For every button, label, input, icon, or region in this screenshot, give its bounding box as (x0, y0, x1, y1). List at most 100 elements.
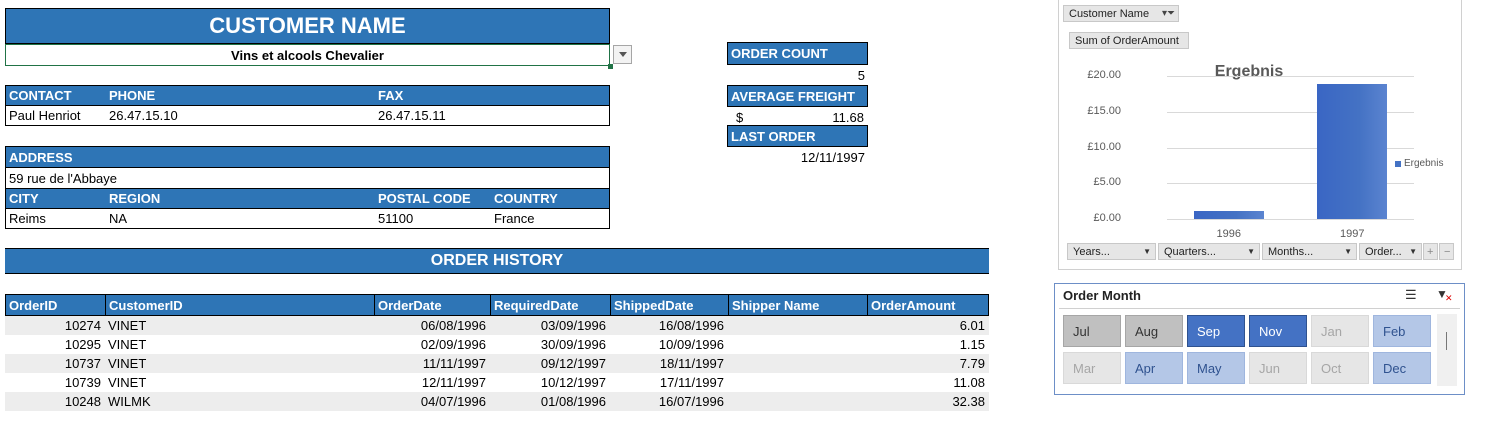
cell-orderdate: 11/11/1997 (422, 356, 486, 371)
cell-orderid: 10248 (64, 394, 101, 409)
slicer-item-feb[interactable]: Feb (1373, 315, 1431, 347)
slicer-item-may[interactable]: May (1187, 352, 1245, 384)
contact-header: CONTACT (9, 88, 72, 103)
country-value[interactable]: France (494, 211, 535, 226)
col-orderid[interactable]: OrderID (6, 295, 106, 315)
col-shippeddate[interactable]: ShippedDate (611, 295, 729, 315)
cell-requireddate: 10/12/1997 (540, 375, 606, 390)
slicer-item-nov[interactable]: Nov (1249, 315, 1307, 347)
postal-code-value[interactable]: 51100 (378, 211, 414, 226)
city-value[interactable]: Reims (9, 211, 46, 226)
slicer-item-apr[interactable]: Apr (1125, 352, 1183, 384)
slicer-scrollbar[interactable] (1437, 314, 1457, 386)
legend-label: Ergebnis (1404, 158, 1444, 169)
pivot-chart[interactable]: Customer Name ▾⏷ Sum of OrderAmount Erge… (1058, 0, 1462, 270)
y-tick-label: £5.00 (1093, 176, 1121, 189)
bar-1996[interactable] (1193, 210, 1264, 219)
plus-icon: + (1427, 245, 1434, 258)
axis-field-years[interactable]: Years... ▼ (1067, 243, 1156, 260)
cell-orderdate: 12/11/1997 (421, 375, 486, 390)
col-orderamount[interactable]: OrderAmount (871, 297, 956, 313)
value-field-button[interactable]: Sum of OrderAmount (1069, 32, 1189, 49)
fax-value[interactable]: 26.47.15.11 (378, 108, 446, 123)
slicer-item-mar[interactable]: Mar (1063, 352, 1121, 384)
contact-name[interactable]: Paul Henriot (9, 108, 81, 123)
axis-field-order[interactable]: Order... ▼ (1359, 243, 1422, 260)
order-month-slicer[interactable]: Order Month ☰ ▼ ✕ Jul Aug Sep Nov Jan Feb Mar Ap… (1054, 283, 1465, 395)
cell-customerid: VINET (108, 318, 147, 333)
axis-field-months[interactable]: Months... ▼ (1262, 243, 1357, 260)
slicer-item-sep[interactable]: Sep (1187, 315, 1245, 347)
table-row[interactable]: 10295 VINET 02/09/1996 30/09/1996 10/09/… (5, 335, 989, 354)
x-tick-label: 1997 (1340, 228, 1365, 240)
customer-name-filter-button[interactable]: Customer Name ▾⏷ (1063, 5, 1179, 22)
col-shippername[interactable]: Shipper Name (729, 295, 868, 315)
table-row[interactable]: 10737 VINET 11/11/1997 09/12/1997 18/11/… (5, 354, 989, 373)
bar-1997[interactable] (1317, 84, 1388, 219)
table-row[interactable]: 10739 VINET 12/11/1997 10/12/1997 17/11/… (5, 373, 989, 392)
axis-field-order-label: Order... (1365, 245, 1402, 258)
cell-orderamount: 1.15 (959, 337, 985, 352)
minus-icon: − (1444, 245, 1451, 258)
gridline (1167, 147, 1414, 149)
order-count-label: ORDER COUNT (731, 46, 828, 61)
axis-field-years-label: Years... (1073, 245, 1110, 258)
table-row[interactable]: 10274 VINET 06/08/1996 03/09/1996 16/08/… (5, 316, 989, 335)
cell-customerid: VINET (108, 375, 147, 390)
address-street[interactable]: 59 rue de l'Abbaye (9, 170, 118, 186)
table-row[interactable]: 10248 WILMK 04/07/1996 01/08/1996 16/07/… (5, 392, 989, 411)
order-count-value[interactable]: 5 (857, 68, 865, 83)
cell-requireddate: 01/08/1996 (540, 394, 606, 409)
dropdown-arrow-icon: ▼ (1344, 247, 1352, 256)
slicer-item-jun[interactable]: Jun (1249, 352, 1307, 384)
y-tick-label: £0.00 (1093, 212, 1121, 224)
slicer-item-aug[interactable]: Aug (1125, 315, 1183, 347)
cell-shippeddate: 16/08/1996 (658, 318, 724, 333)
customer-name-select[interactable]: Vins et alcools Chevalier (5, 44, 613, 69)
col-customerid[interactable]: CustomerID (106, 295, 375, 315)
customer-name-header: CUSTOMER NAME (5, 8, 610, 44)
phone-value[interactable]: 26.47.15.10 (109, 108, 178, 123)
cell-customerid: VINET (108, 337, 147, 352)
customer-name-value: Vins et alcools Chevalier (231, 47, 384, 63)
last-order-header: LAST ORDER (727, 125, 868, 147)
order-count-header: ORDER COUNT (727, 42, 868, 65)
cell-orderamount: 6.01 (959, 318, 985, 333)
average-freight-value: 11.68 (832, 109, 864, 125)
clear-filter-icon[interactable]: ▼ ✕ (1436, 287, 1453, 303)
slicer-item-dec[interactable]: Dec (1373, 352, 1431, 384)
col-requireddate[interactable]: RequiredDate (491, 295, 611, 315)
collapse-field-button[interactable]: − (1439, 243, 1454, 260)
dropdown-arrow-icon (618, 52, 627, 57)
address-header: ADDRESS (5, 146, 610, 168)
axis-field-quarters[interactable]: Quarters... ▼ (1158, 243, 1260, 260)
slicer-item-oct[interactable]: Oct (1311, 352, 1369, 384)
customer-name-title: CUSTOMER NAME (209, 13, 406, 38)
gridline (1167, 111, 1414, 113)
address-value-row: Reims NA 51100 France (5, 209, 610, 229)
chart-title: Ergebnis (1214, 63, 1284, 80)
col-orderdate[interactable]: OrderDate (375, 295, 491, 315)
cell-customerid: WILMK (108, 394, 151, 409)
order-history-banner: ORDER HISTORY (5, 248, 989, 274)
average-freight-value-row[interactable]: $ 11.68 (727, 107, 868, 127)
region-value[interactable]: NA (109, 211, 128, 226)
average-freight-header: AVERAGE FREIGHT (727, 85, 868, 107)
slicer-item-jan[interactable]: Jan (1311, 315, 1369, 347)
cell-shippername (728, 373, 867, 392)
y-tick-label: £10.00 (1087, 140, 1121, 153)
city-header: CITY (9, 191, 39, 206)
gridline (1167, 183, 1414, 185)
customer-dropdown-button[interactable] (613, 45, 632, 64)
cell-shippeddate: 18/11/1997 (659, 356, 724, 371)
slicer-item-jul[interactable]: Jul (1063, 315, 1121, 347)
selection-handle[interactable] (608, 64, 613, 69)
multi-select-icon[interactable]: ☰ (1405, 287, 1417, 302)
cell-orderamount: 32.38 (952, 394, 985, 409)
cell-orderdate: 04/07/1996 (420, 394, 486, 409)
chart-legend: Ergebnis (1395, 158, 1443, 169)
expand-field-button[interactable]: + (1423, 243, 1438, 260)
slicer-scroll-thumb[interactable] (1446, 332, 1447, 350)
axis-field-months-label: Months... (1268, 245, 1314, 258)
last-order-value[interactable]: 12/11/1997 (800, 150, 865, 165)
